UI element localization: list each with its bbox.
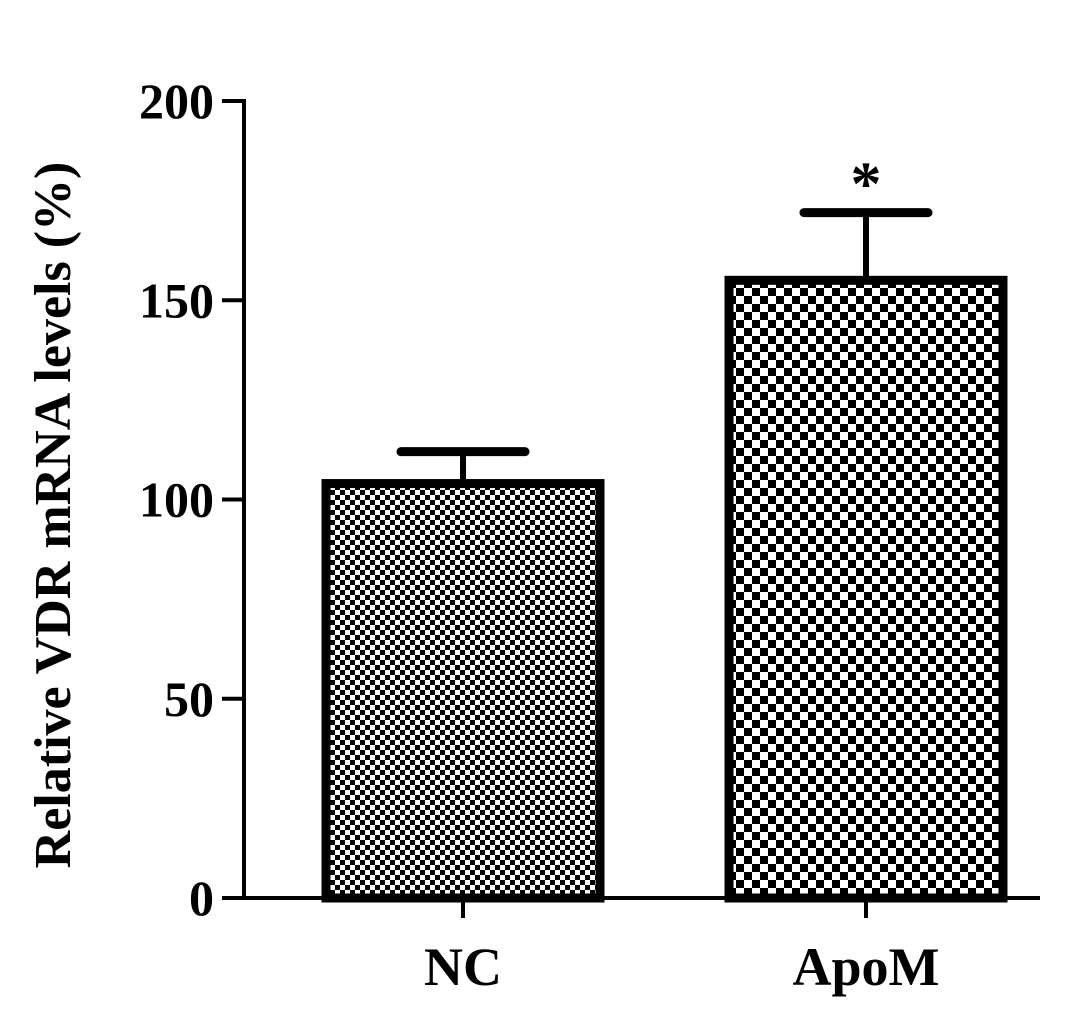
y-tick-label-100: 100 (139, 472, 214, 528)
y-tick-label-200: 200 (139, 73, 214, 129)
y-tick-label-150: 150 (139, 272, 214, 328)
x-tick-label-apom: ApoM (793, 937, 940, 997)
y-tick-label-50: 50 (164, 671, 214, 727)
bar-apom (724, 275, 1008, 903)
significance-marker: * (851, 151, 882, 219)
bar-nc (321, 479, 605, 903)
x-tick-label-nc: NC (424, 937, 502, 997)
y-tick-label-0: 0 (189, 870, 214, 926)
y-axis-label: Relative VDR mRNA levels (%) (25, 162, 82, 869)
